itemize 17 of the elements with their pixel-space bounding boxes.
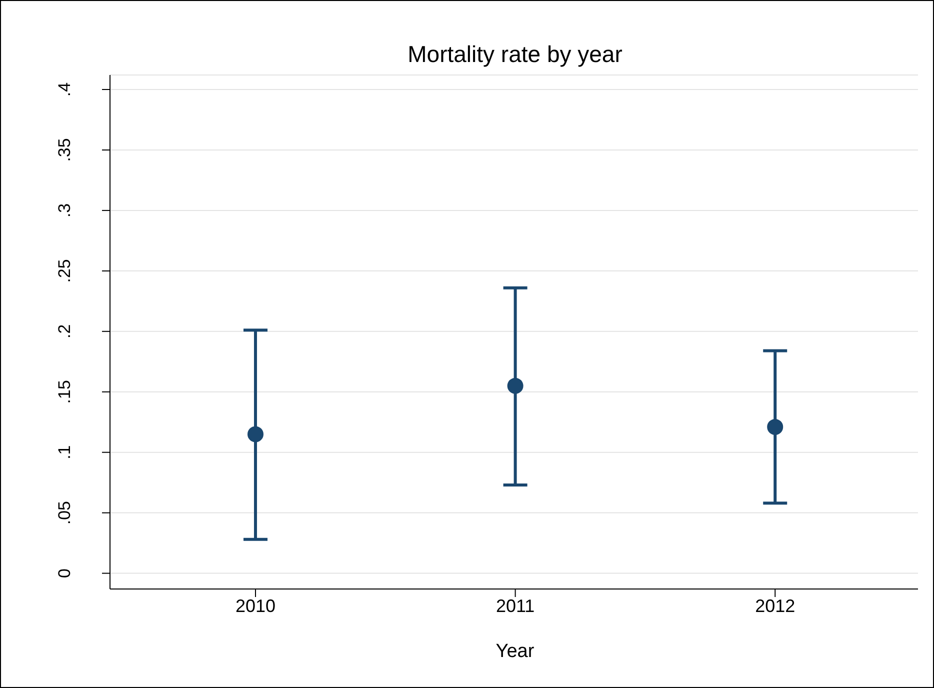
y-tick-label: .05 [55,500,74,525]
chart-title: Mortality rate by year [406,41,624,68]
y-tick-label: .15 [55,380,74,404]
x-tick-label: 2012 [755,596,796,616]
x-tick-label: 2010 [235,596,276,616]
y-tick-label: .1 [55,445,74,460]
x-tick-label: 2011 [496,596,535,616]
point [247,426,264,442]
y-tick-label: .2 [55,324,74,338]
y-tick-label: .25 [55,259,74,283]
point [507,378,524,394]
x-axis-title: Year [494,641,536,663]
y-tick-label: .35 [55,138,74,162]
y-tick-label: .3 [55,203,74,218]
point [767,418,784,435]
y-tick-label: .4 [55,82,74,97]
y-tick-label: 0 [55,568,74,578]
